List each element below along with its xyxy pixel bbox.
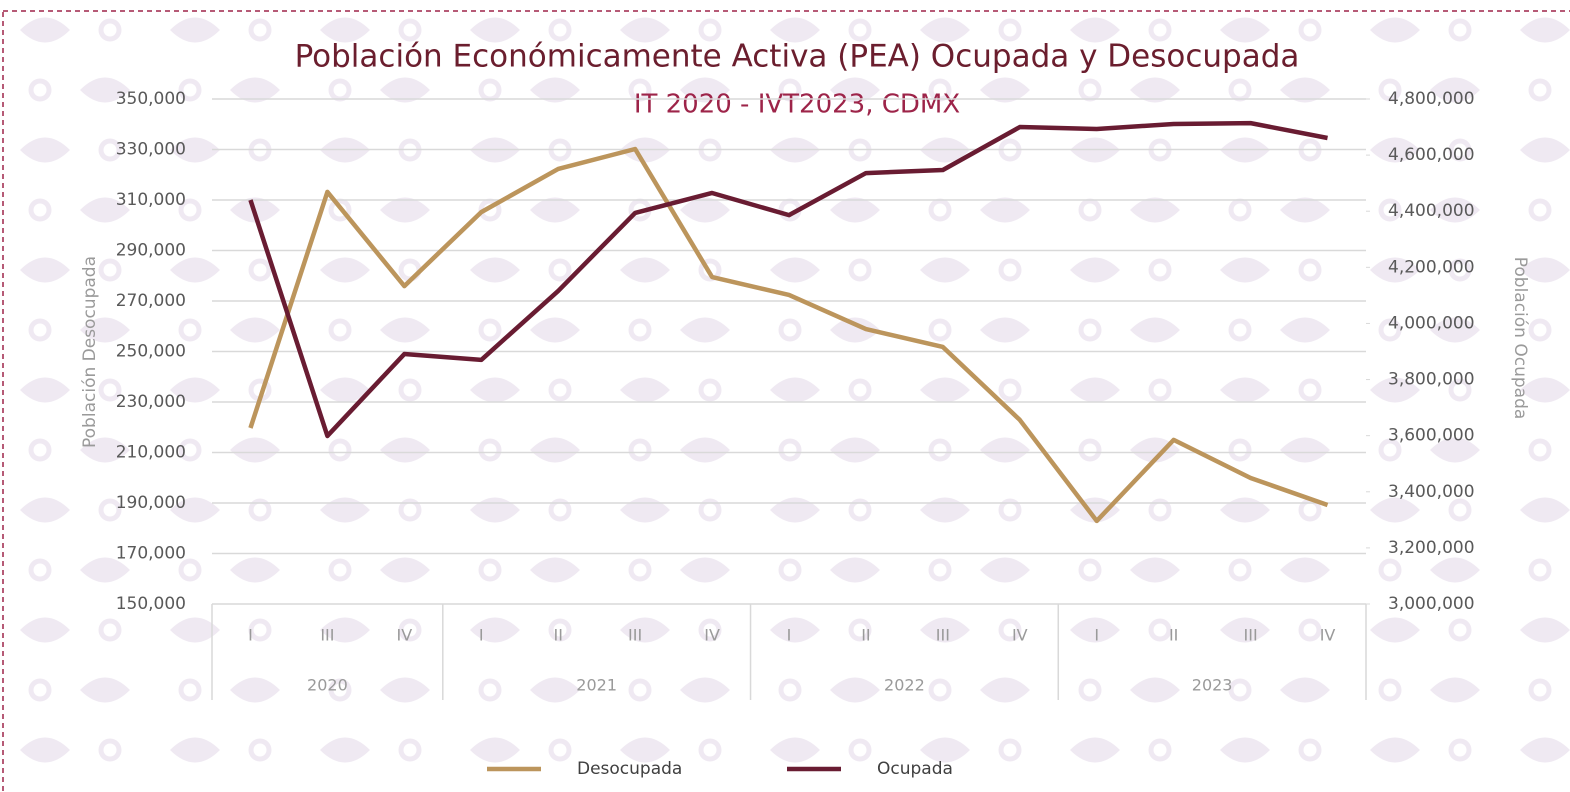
y2-tick-label: 3,800,000 bbox=[1388, 370, 1475, 390]
chart: Población Económicamente Activa (PEA) Oc… bbox=[0, 0, 1570, 792]
legend-label: Ocupada bbox=[877, 759, 953, 779]
x-tick-label: I bbox=[248, 626, 253, 645]
x-tick-label: IV bbox=[396, 626, 412, 645]
y2-tick-label: 4,400,000 bbox=[1388, 201, 1475, 221]
x-group-label: 2021 bbox=[576, 676, 617, 695]
y2-tick-label: 4,600,000 bbox=[1388, 145, 1475, 165]
y-tick-label: 170,000 bbox=[116, 544, 186, 564]
x-tick-label: I bbox=[1094, 626, 1099, 645]
x-tick-label: III bbox=[628, 626, 642, 645]
y2-tick-label: 4,000,000 bbox=[1388, 313, 1475, 333]
x-group-label: 2023 bbox=[1192, 676, 1233, 695]
y-tick-label: 190,000 bbox=[116, 493, 186, 513]
x-tick-label: III bbox=[936, 626, 950, 645]
y2-tick-label: 4,800,000 bbox=[1388, 89, 1475, 109]
legend-label: Desocupada bbox=[577, 759, 682, 779]
y-tick-label: 290,000 bbox=[116, 241, 186, 261]
x-tick-label: IV bbox=[1320, 626, 1336, 645]
y2-tick-label: 3,600,000 bbox=[1388, 426, 1475, 446]
x-tick-label: I bbox=[787, 626, 792, 645]
x-tick-label: III bbox=[320, 626, 334, 645]
y-tick-label: 230,000 bbox=[116, 392, 186, 412]
y-tick-label: 210,000 bbox=[116, 443, 186, 463]
y-tick-label: 270,000 bbox=[116, 291, 186, 311]
chart-title: Población Económicamente Activa (PEA) Oc… bbox=[295, 39, 1300, 75]
x-group-label: 2020 bbox=[307, 676, 348, 695]
y-tick-label: 310,000 bbox=[116, 190, 186, 210]
y2-tick-label: 3,200,000 bbox=[1388, 538, 1475, 558]
x-tick-label: II bbox=[1169, 626, 1178, 645]
x-tick-label: IV bbox=[704, 626, 720, 645]
y2-tick-label: 4,200,000 bbox=[1388, 257, 1475, 277]
x-tick-label: II bbox=[861, 626, 870, 645]
x-tick-label: IV bbox=[1012, 626, 1028, 645]
y-tick-label: 250,000 bbox=[116, 342, 186, 362]
x-tick-label: I bbox=[479, 626, 484, 645]
chart-subtitle: IT 2020 - IVT2023, CDMX bbox=[634, 90, 960, 120]
y2-axis-title: Población Ocupada bbox=[1510, 257, 1530, 420]
y-tick-label: 350,000 bbox=[116, 89, 186, 109]
x-tick-label: III bbox=[1244, 626, 1258, 645]
y2-tick-label: 3,000,000 bbox=[1388, 594, 1475, 614]
y-axis-title: Población Desocupada bbox=[80, 256, 100, 448]
page: {"chart_data": { "type": "line", "title"… bbox=[0, 0, 1570, 792]
y-tick-label: 150,000 bbox=[116, 594, 186, 614]
x-tick-label: II bbox=[553, 626, 562, 645]
x-group-label: 2022 bbox=[884, 676, 925, 695]
y2-tick-label: 3,400,000 bbox=[1388, 482, 1475, 502]
y-tick-label: 330,000 bbox=[116, 140, 186, 160]
